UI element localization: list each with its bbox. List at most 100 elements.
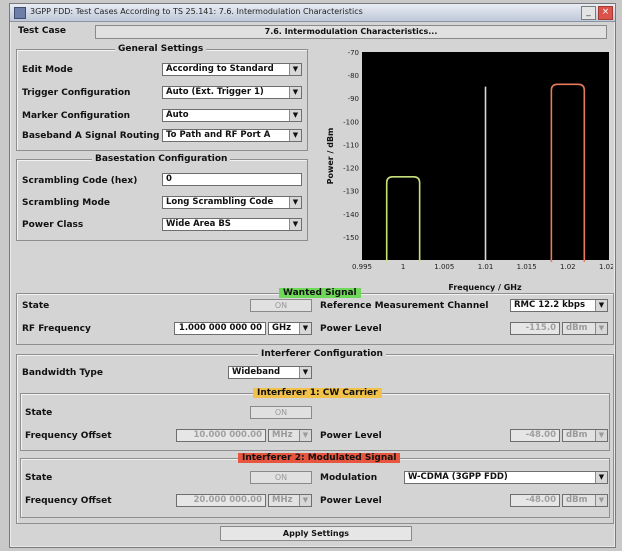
wanted-power-unit-select[interactable]: dBm ▼ (562, 322, 608, 335)
chevron-down-icon: ▼ (289, 130, 301, 141)
chart-x-tick-label: 1.005 (434, 263, 454, 271)
ref-channel-label: Reference Measurement Channel (320, 301, 489, 311)
interferer2-state-button[interactable]: ON (250, 471, 312, 484)
close-button[interactable]: × (598, 6, 613, 20)
interferer2-power-level-label: Power Level (320, 496, 382, 506)
scrambling-mode-select[interactable]: Long Scrambling Code ▼ (162, 196, 302, 209)
chevron-down-icon: ▼ (299, 430, 311, 441)
interferer1-state-label: State (25, 408, 53, 418)
interferer1-power-level-label: Power Level (320, 431, 382, 441)
power-class-label: Power Class (22, 220, 84, 230)
minimize-button[interactable]: _ (581, 6, 596, 20)
chart-x-tick-label: 1 (401, 263, 405, 271)
spectrum-chart: -70 -80 -90 -100 -110 -120 -130 -140 -150 0.995 1… (326, 50, 613, 292)
rf-frequency-input[interactable]: 1.000 000 000 00 (174, 322, 266, 335)
chevron-down-icon: ▼ (595, 472, 607, 483)
marker-config-select[interactable]: Auto ▼ (162, 109, 302, 122)
chart-x-tick-label: 1.02 (560, 263, 576, 271)
wanted-power-unit: dBm (566, 323, 588, 333)
wanted-power-level-input[interactable]: -115.0 (510, 322, 560, 335)
interferer2-freq-unit-select[interactable]: MHz ▼ (268, 494, 312, 507)
rf-frequency-unit-select[interactable]: GHz ▼ (268, 322, 312, 335)
interferer1-freq-offset-input[interactable]: 10.000 000.00 (176, 429, 266, 442)
interferer2-power-level-input[interactable]: -48.00 (510, 494, 560, 507)
interferer1-freq-offset-label: Frequency Offset (25, 431, 112, 441)
interferer1-freq-unit: MHz (272, 430, 293, 440)
interferer2-title: Interferer 2: Modulated Signal (238, 453, 401, 463)
chevron-down-icon: ▼ (289, 197, 301, 208)
chevron-down-icon: ▼ (595, 300, 607, 311)
test-case-window: 3GPP FDD: Test Cases According to TS 25.… (9, 3, 616, 548)
chart-series-band (385, 176, 421, 262)
scrambling-mode-label: Scrambling Mode (22, 198, 110, 208)
test-case-select-button[interactable]: 7.6. Intermodulation Characteristics... (95, 25, 607, 39)
basestation-config-title: Basestation Configuration (92, 154, 231, 164)
chart-y-tick-label: -100 (343, 118, 359, 126)
modulation-label: Modulation (320, 473, 378, 483)
chart-y-tick-label: -120 (343, 165, 359, 173)
baseband-routing-select[interactable]: To Path and RF Port A ▼ (162, 129, 302, 142)
chart-y-tick-label: -70 (348, 50, 359, 57)
chevron-down-icon: ▼ (289, 110, 301, 121)
chart-y-tick-label: -140 (343, 211, 359, 219)
interferer2-freq-offset-input[interactable]: 20.000 000.00 (176, 494, 266, 507)
wanted-state-label: State (22, 301, 50, 311)
edit-mode-select[interactable]: According to Standard ▼ (162, 63, 302, 76)
chevron-down-icon: ▼ (289, 219, 301, 230)
interferer1-power-unit-select[interactable]: dBm ▼ (562, 429, 608, 442)
edit-mode-label: Edit Mode (22, 65, 73, 75)
chevron-down-icon: ▼ (299, 323, 311, 334)
app-icon (14, 7, 26, 19)
chevron-down-icon: ▼ (595, 430, 607, 441)
interferer2-group (20, 458, 610, 518)
chevron-down-icon: ▼ (299, 495, 311, 506)
scrambling-code-label: Scrambling Code (hex) (22, 176, 138, 186)
bandwidth-type-label: Bandwidth Type (22, 368, 103, 378)
apply-settings-button[interactable]: Apply Settings (220, 526, 412, 541)
baseband-routing-label: Baseband A Signal Routing (22, 131, 160, 141)
chart-y-tick-label: -150 (343, 234, 359, 242)
bandwidth-type-select[interactable]: Wideband ▼ (228, 366, 312, 379)
general-settings-title: General Settings (115, 44, 207, 54)
chevron-down-icon: ▼ (289, 87, 301, 98)
title-bar[interactable]: 3GPP FDD: Test Cases According to TS 25.… (10, 4, 615, 22)
trigger-config-select[interactable]: Auto (Ext. Trigger 1) ▼ (162, 86, 302, 99)
interferer1-power-level-input[interactable]: -48.00 (510, 429, 560, 442)
chart-y-tick-label: -90 (348, 95, 359, 103)
marker-config-value: Auto (166, 110, 189, 120)
wanted-signal-title-text: Wanted Signal (283, 288, 357, 298)
chart-x-tick-label: 1.01 (478, 263, 494, 271)
interferer1-freq-unit-select[interactable]: MHz ▼ (268, 429, 312, 442)
interferer1-group (20, 393, 610, 451)
ref-channel-value: RMC 12.2 kbps (514, 300, 586, 310)
scrambling-code-input[interactable]: 0 (162, 173, 302, 186)
window-title: 3GPP FDD: Test Cases According to TS 25.… (30, 7, 363, 16)
interferer2-freq-unit: MHz (272, 495, 293, 505)
rf-frequency-unit: GHz (272, 323, 292, 333)
ref-channel-select[interactable]: RMC 12.2 kbps ▼ (510, 299, 608, 312)
wanted-state-button[interactable]: ON (250, 299, 312, 312)
chart-y-tick-label: -130 (343, 188, 359, 196)
chart-y-tick-label: -110 (343, 141, 359, 149)
chart-x-axis-label: Frequency / GHz (448, 283, 522, 292)
interferer1-power-unit: dBm (566, 430, 588, 440)
interferer2-state-label: State (25, 473, 53, 483)
chart-series-band (550, 83, 586, 262)
modulation-select[interactable]: W-CDMA (3GPP FDD) ▼ (404, 471, 608, 484)
chart-y-tick-label: -80 (348, 72, 359, 80)
chart-y-axis-label: Power / dBm (326, 128, 335, 185)
interferer2-freq-offset-label: Frequency Offset (25, 496, 112, 506)
interferer2-power-unit-select[interactable]: dBm ▼ (562, 494, 608, 507)
power-class-value: Wide Area BS (166, 219, 231, 229)
trigger-config-value: Auto (Ext. Trigger 1) (166, 87, 264, 97)
trigger-config-label: Trigger Configuration (22, 88, 131, 98)
power-class-select[interactable]: Wide Area BS ▼ (162, 218, 302, 231)
modulation-value: W-CDMA (3GPP FDD) (408, 472, 508, 482)
interferer1-state-button[interactable]: ON (250, 406, 312, 419)
interferer-config-title: Interferer Configuration (258, 349, 386, 359)
bandwidth-type-value: Wideband (232, 367, 281, 377)
chevron-down-icon: ▼ (289, 64, 301, 75)
chart-x-tick-label: 1.015 (517, 263, 537, 271)
chevron-down-icon: ▼ (595, 495, 607, 506)
wanted-signal-title: Wanted Signal (279, 288, 361, 298)
